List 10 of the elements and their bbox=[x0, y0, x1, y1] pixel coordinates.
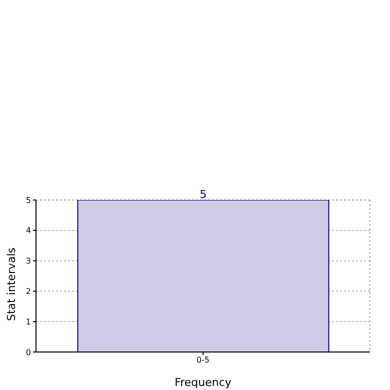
data-label: 5 bbox=[200, 188, 207, 201]
y-tick-label: 1 bbox=[26, 317, 31, 326]
y-tick-label: 4 bbox=[26, 226, 31, 236]
y-axis-title: Stat intervals bbox=[4, 247, 18, 321]
y-tick-label: 5 bbox=[26, 196, 31, 205]
y-tick-label: 0 bbox=[26, 348, 31, 357]
x-tick-label: 0-5 bbox=[196, 356, 210, 365]
x-axis-title: Frequency bbox=[174, 376, 232, 389]
y-tick-label: 2 bbox=[26, 287, 31, 296]
y-tick-label: 3 bbox=[26, 256, 31, 266]
